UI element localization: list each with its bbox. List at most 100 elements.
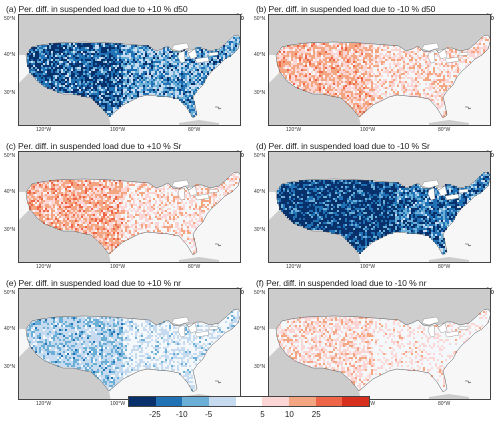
colorbar-cell <box>155 397 183 406</box>
colorbar-label: 5 <box>260 410 265 419</box>
longitude-label: 100°W <box>110 264 126 270</box>
latitude-label: 30°N <box>254 227 266 233</box>
colorbar <box>128 396 370 407</box>
latitude-label: 30°N <box>254 364 266 370</box>
cuba-land <box>429 120 469 125</box>
us-outline <box>25 171 240 256</box>
latitude-label: 50°N <box>4 153 16 159</box>
longitude-label: 80°W <box>438 264 451 270</box>
longitude-label: 80°W <box>438 127 451 133</box>
value-field <box>277 172 490 254</box>
us-land <box>276 309 490 392</box>
longitude-label: 80°W <box>438 401 451 407</box>
cuba-land <box>429 257 469 262</box>
us-map <box>269 289 490 399</box>
colorbar-cell <box>235 397 263 406</box>
map-panel: (b) Per. diff. in suspended load due to … <box>252 4 496 133</box>
colorbar-cell <box>129 397 156 406</box>
colorbar-cell <box>209 397 236 406</box>
arrow-marker-icon <box>465 380 472 384</box>
mexico-land <box>269 209 361 262</box>
latitude-label: 40°N <box>254 326 266 332</box>
us-map <box>19 15 240 125</box>
map-frame <box>268 288 491 400</box>
longitude-label: 120°W <box>286 127 302 133</box>
longitude-label: 120°W <box>36 401 52 407</box>
arrow-marker-icon <box>465 243 472 247</box>
map-frame <box>268 14 491 126</box>
value-field <box>27 35 240 117</box>
latitude-label: 40°N <box>254 52 266 58</box>
latitude-label: 30°N <box>254 90 266 96</box>
mexico-land <box>19 209 111 262</box>
value-field <box>277 37 490 117</box>
cuba-land <box>179 120 219 125</box>
longitude-label: 100°W <box>110 127 126 133</box>
longitude-label: 120°W <box>36 127 52 133</box>
mexico-land <box>269 72 361 125</box>
longitude-label: 100°W <box>110 401 126 407</box>
colorbar-label: 25 <box>311 410 321 419</box>
latitude-label: 50°N <box>4 16 16 22</box>
map-frame <box>18 14 241 126</box>
mexico-land <box>19 346 111 399</box>
arrow-marker-icon <box>215 106 222 110</box>
us-map <box>19 289 240 399</box>
map-frame <box>18 151 241 263</box>
panel-title: (a) Per. diff. in suspended load due to … <box>6 4 188 14</box>
longitude-label: 80°W <box>188 264 201 270</box>
panel-title: (c) Per. diff. in suspended load due to … <box>6 141 182 151</box>
colorbar-cell <box>315 397 343 406</box>
map-panel: (d) Per. diff. in suspended load due to … <box>252 141 496 270</box>
latitude-label: 50°N <box>254 16 266 22</box>
colorbar-label: 10 <box>284 410 294 419</box>
colorbar-label: -25 <box>149 410 161 419</box>
latitude-label: 50°N <box>254 153 266 159</box>
map-panel: (e) Per. diff. in suspended load due to … <box>2 278 246 407</box>
latitude-label: 50°N <box>4 290 16 296</box>
us-map <box>19 152 240 262</box>
map-panel: (a) Per. diff. in suspended load due to … <box>2 4 246 133</box>
us-outline <box>275 171 490 256</box>
panel-title: (f) Per. diff. in suspended load due to … <box>256 278 427 288</box>
colorbar-cell <box>289 397 316 406</box>
arrow-marker-icon <box>215 380 222 384</box>
latitude-label: 30°N <box>4 364 16 370</box>
latitude-label: 40°N <box>4 326 16 332</box>
latitude-label: 30°N <box>4 227 16 233</box>
longitude-label: 100°W <box>360 127 376 133</box>
arrow-marker-icon <box>465 106 472 110</box>
panel-title: (e) Per. diff. in suspended load due to … <box>6 278 181 288</box>
colorbar-cell <box>342 397 370 406</box>
us-outline <box>25 34 240 119</box>
latitude-label: 40°N <box>4 52 16 58</box>
colorbar-cell <box>262 397 290 406</box>
latitude-label: 40°N <box>4 189 16 195</box>
us-outline <box>275 308 490 393</box>
map-frame <box>268 151 491 263</box>
longitude-label: 120°W <box>36 264 52 270</box>
longitude-label: 120°W <box>286 264 302 270</box>
map-panel: (f) Per. diff. in suspended load due to … <box>252 278 496 407</box>
colorbar-cell <box>182 397 210 406</box>
cuba-land <box>429 394 469 399</box>
us-map <box>269 15 490 125</box>
panel-title: (b) Per. diff. in suspended load due to … <box>256 4 436 14</box>
us-outline <box>275 34 490 119</box>
colorbar-label: -5 <box>205 410 213 419</box>
great-lakes <box>171 316 219 338</box>
arrow-marker-icon <box>215 243 222 247</box>
cuba-land <box>179 257 219 262</box>
latitude-label: 40°N <box>254 189 266 195</box>
panel-title: (d) Per. diff. in suspended load due to … <box>256 141 430 151</box>
longitude-label: 100°W <box>360 264 376 270</box>
mexico-land <box>19 72 111 125</box>
mexico-land <box>269 346 361 399</box>
us-outline <box>25 308 240 393</box>
latitude-label: 30°N <box>4 90 16 96</box>
great-lakes <box>421 179 469 201</box>
map-panel: (c) Per. diff. in suspended load due to … <box>2 141 246 270</box>
latitude-label: 50°N <box>254 290 266 296</box>
map-frame <box>18 288 241 400</box>
us-map <box>269 152 490 262</box>
